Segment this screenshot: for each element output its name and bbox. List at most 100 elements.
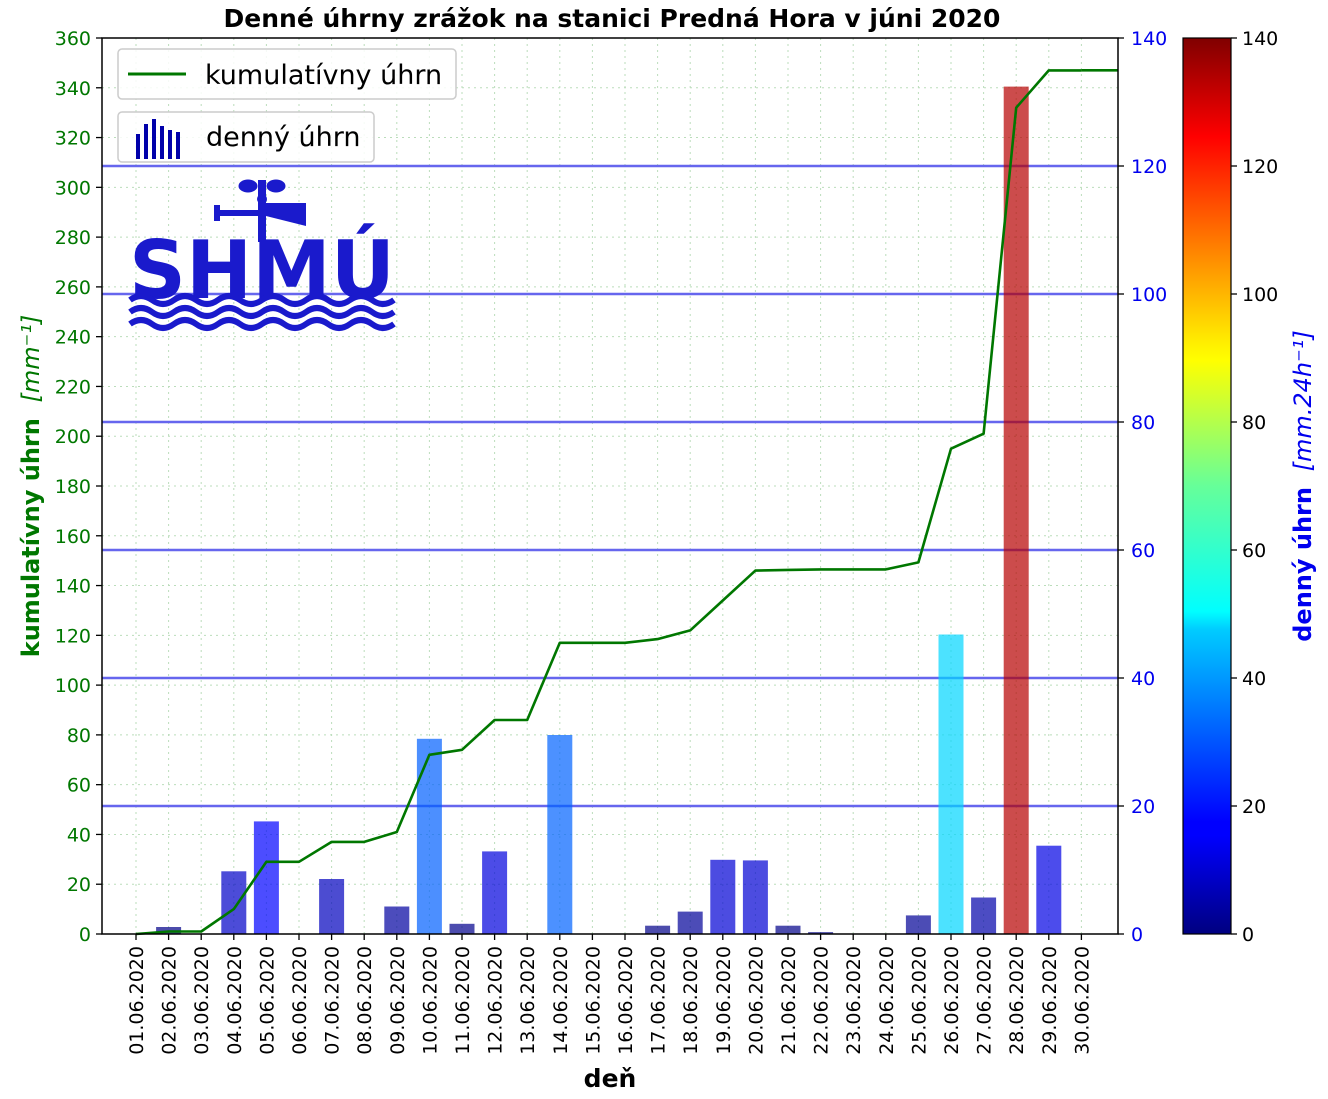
left-tick-label: 240 — [55, 327, 91, 349]
right-axis-label: denný úhrn [mm.24h⁻¹] — [1289, 330, 1317, 642]
x-tick-label: 21.06.2020 — [778, 946, 800, 1055]
right-axis-label-unit: [mm.24h⁻¹] — [1289, 330, 1317, 471]
bar-22.06.2020 — [808, 932, 834, 934]
left-tick-label: 40 — [67, 824, 91, 846]
x-tick-label: 30.06.2020 — [1071, 946, 1093, 1055]
left-axis-label-unit: [mm⁻¹] — [17, 315, 45, 403]
right-tick-label: 20 — [1131, 796, 1155, 818]
x-tick-label: 07.06.2020 — [322, 946, 344, 1055]
x-tick-label: 18.06.2020 — [680, 946, 702, 1055]
colorbar-gradient — [1182, 37, 1232, 935]
colorbar-tick-label: 20 — [1242, 796, 1266, 818]
right-tick-label: 0 — [1131, 924, 1143, 946]
bar-25.06.2020 — [905, 915, 931, 934]
left-tick-label: 220 — [55, 376, 91, 398]
right-tick-label: 80 — [1131, 412, 1155, 434]
x-tick-label: 11.06.2020 — [452, 946, 474, 1055]
x-tick-label: 04.06.2020 — [224, 946, 246, 1055]
shmu-logo: SHMÚ — [128, 179, 396, 331]
x-tick-label: 09.06.2020 — [387, 946, 409, 1055]
right-tick-label: 100 — [1131, 284, 1167, 306]
daily-bars — [156, 86, 1062, 935]
colorbar-tick-label: 0 — [1242, 924, 1254, 946]
left-tick-label: 360 — [55, 28, 91, 50]
bar-29.06.2020 — [1036, 845, 1062, 934]
legend-box-bar — [117, 111, 375, 163]
right-axis: 0 20 40 60 80 100 120 140 — [1118, 28, 1167, 946]
left-tick-label: 200 — [55, 426, 91, 448]
x-tick-label: 23.06.2020 — [843, 946, 865, 1055]
bar-28.06.2020 — [1003, 86, 1029, 935]
left-tick-label: 20 — [67, 874, 91, 896]
left-tick-label: 60 — [67, 775, 91, 797]
x-tick-label: 27.06.2020 — [974, 946, 996, 1055]
x-tick-label: 26.06.2020 — [941, 946, 963, 1055]
right-axis-label-main: denný úhrn — [1289, 487, 1317, 642]
left-tick-label: 100 — [55, 675, 91, 697]
bar-17.06.2020 — [645, 925, 671, 934]
bar-07.06.2020 — [319, 879, 345, 934]
left-tick-label: 340 — [55, 78, 91, 100]
colorbar-ticks: 0 20 40 60 80 100 120 140 — [1231, 28, 1278, 946]
x-tick-label: 06.06.2020 — [289, 946, 311, 1055]
x-tick-label: 17.06.2020 — [648, 946, 670, 1055]
right-tick-label: 140 — [1131, 28, 1167, 50]
bar-04.06.2020 — [221, 871, 247, 934]
x-tick-label: 22.06.2020 — [811, 946, 833, 1055]
colorbar-tick-label: 40 — [1242, 668, 1266, 690]
colorbar-tick-label: 120 — [1242, 156, 1278, 178]
bar-26.06.2020 — [938, 634, 964, 934]
cumulative-line — [135, 69, 1082, 936]
right-tick-label: 40 — [1131, 668, 1155, 690]
left-tick-label: 300 — [55, 177, 91, 199]
bar-10.06.2020 — [416, 738, 442, 934]
plot-frame — [101, 37, 1119, 935]
bar-20.06.2020 — [742, 860, 768, 934]
cumulative-line-group — [135, 69, 1118, 936]
x-tick-label: 02.06.2020 — [159, 946, 181, 1055]
x-tick-label: 13.06.2020 — [517, 946, 539, 1055]
left-tick-label: 160 — [55, 526, 91, 548]
x-tick-label: 05.06.2020 — [256, 946, 278, 1055]
left-tick-label: 80 — [67, 725, 91, 747]
bar-21.06.2020 — [775, 925, 801, 934]
x-tick-label: 03.06.2020 — [191, 946, 213, 1055]
bar-09.06.2020 — [384, 906, 410, 934]
bar-19.06.2020 — [710, 859, 736, 934]
x-tick-label: 16.06.2020 — [615, 946, 637, 1055]
left-tick-label: 180 — [55, 476, 91, 498]
legend-bar-label: denný úhrn — [206, 122, 361, 153]
chart-title: Denné úhrny zrážok na stanici Predná Hor… — [224, 4, 1001, 33]
legend-bar-swatch — [136, 119, 180, 159]
waves-icon — [128, 293, 396, 331]
x-tick-label: 08.06.2020 — [354, 946, 376, 1055]
right-tick-label: 60 — [1131, 540, 1155, 562]
bar-11.06.2020 — [449, 923, 475, 934]
x-tick-label: 24.06.2020 — [876, 946, 898, 1055]
legend-line-label: kumulatívny úhrn — [205, 60, 442, 91]
x-tick-label: 15.06.2020 — [582, 946, 604, 1055]
x-tick-label: 20.06.2020 — [745, 946, 767, 1055]
anemometer-icon — [214, 179, 306, 242]
left-tick-label: 260 — [55, 277, 91, 299]
x-axis-label: deň — [584, 1064, 637, 1093]
x-tick-label: 12.06.2020 — [485, 946, 507, 1055]
x-tick-label: 28.06.2020 — [1006, 946, 1028, 1055]
left-axis: 0 20 40 60 80 100 120 140 160 180 200 220 240 260 280 3… — [55, 28, 102, 946]
left-axis-label-main: kumulatívny úhrn — [17, 418, 45, 657]
right-tick-label: 120 — [1131, 156, 1167, 178]
left-tick-label: 0 — [79, 924, 91, 946]
x-axis: 01.06.2020 02.06.2020 03.06.2020 04.06.2020… — [126, 934, 1093, 1055]
left-tick-label: 280 — [55, 227, 91, 249]
left-axis-label: kumulatívny úhrn [mm⁻¹] — [17, 315, 45, 658]
bar-05.06.2020 — [253, 821, 279, 934]
legend-box-line — [117, 48, 457, 100]
x-tick-label: 25.06.2020 — [908, 946, 930, 1055]
colorbar: 0 20 40 60 80 100 120 140 — [1182, 28, 1278, 946]
x-tick-label: 19.06.2020 — [713, 946, 735, 1055]
x-tick-label: 29.06.2020 — [1039, 946, 1061, 1055]
x-tick-label: 14.06.2020 — [550, 946, 572, 1055]
colorbar-tick-label: 100 — [1242, 284, 1278, 306]
left-tick-label: 140 — [55, 576, 91, 598]
